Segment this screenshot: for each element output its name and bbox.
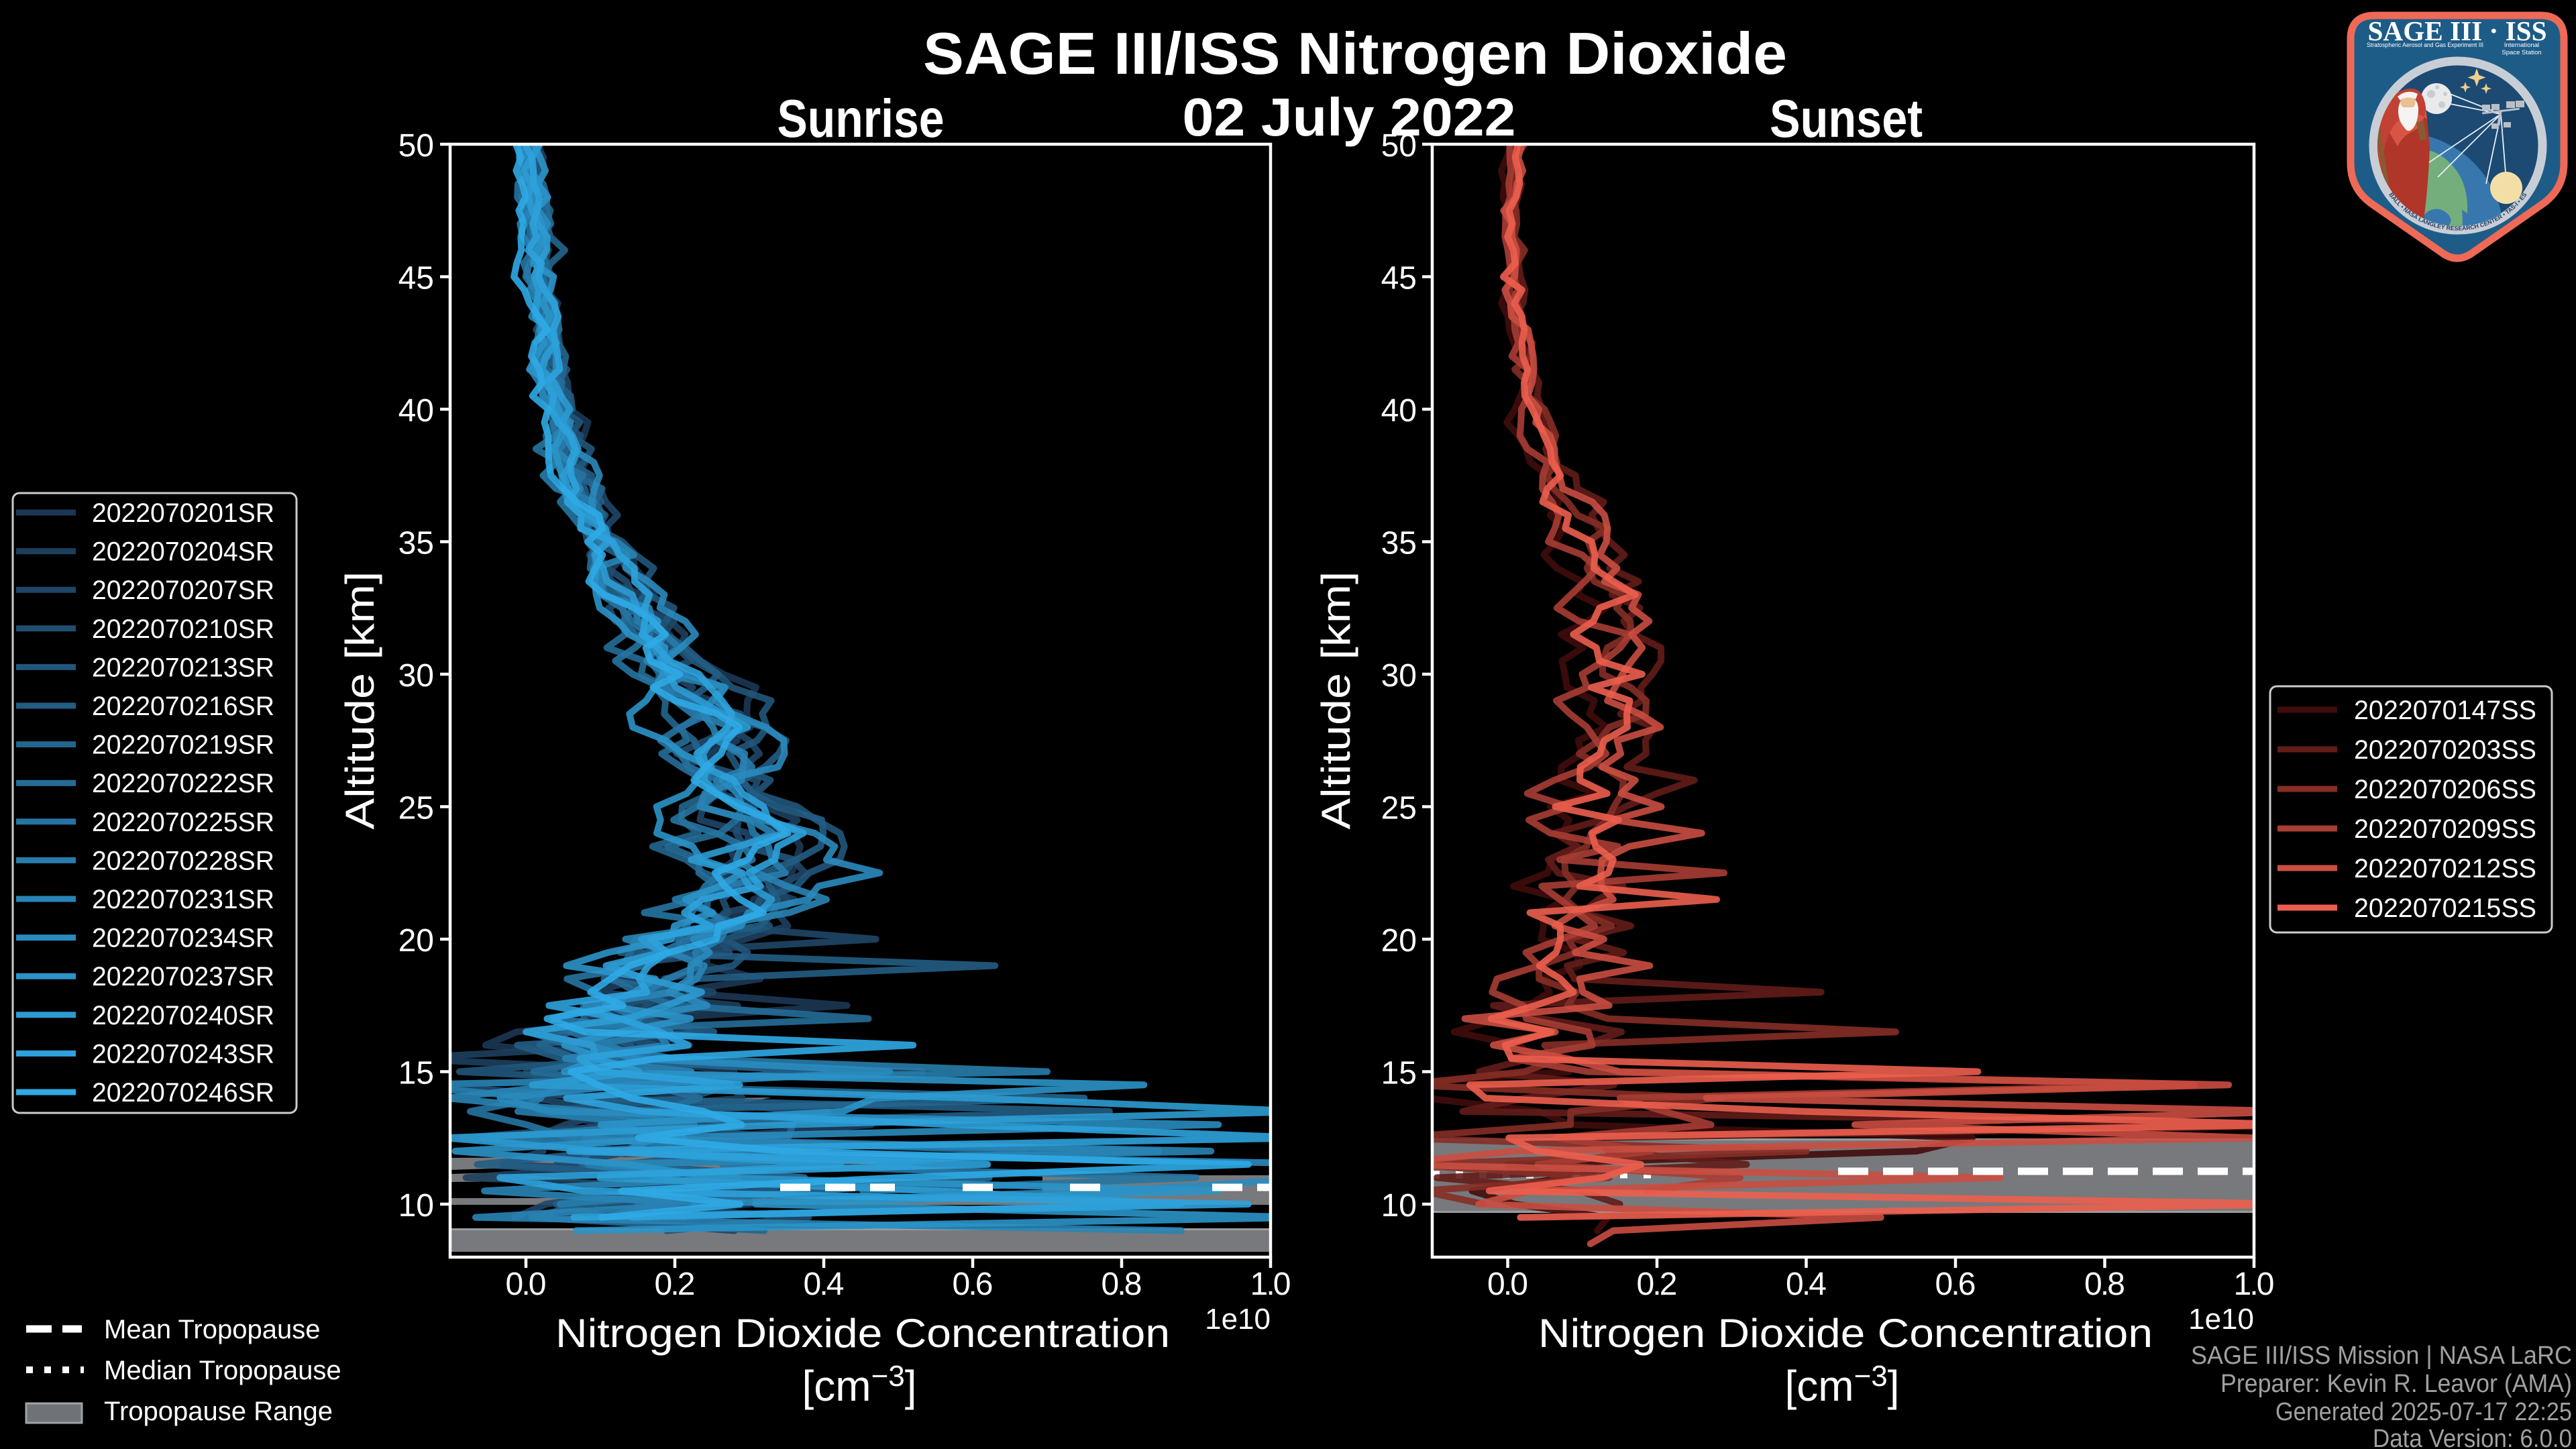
svg-text:15: 15 [398,1056,434,1091]
svg-text:50: 50 [1381,128,1417,164]
svg-text:0.6: 0.6 [1935,1267,1976,1302]
svg-text:2022070210SR: 2022070210SR [92,614,274,644]
svg-text:2022070147SS: 2022070147SS [2354,696,2536,725]
svg-text:2022070228SR: 2022070228SR [92,846,274,875]
svg-text:50: 50 [398,128,434,164]
svg-text:2022070209SS: 2022070209SS [2354,814,2536,844]
svg-text:15: 15 [1381,1056,1417,1091]
svg-text:40: 40 [1381,393,1417,429]
svg-text:25: 25 [398,791,434,826]
svg-text:0.4: 0.4 [804,1267,845,1302]
svg-text:Sunset: Sunset [1770,89,1923,148]
svg-text:Stratospheric Aerosol and Gas: Stratospheric Aerosol and Gas Experiment… [2367,42,2483,49]
svg-text:45: 45 [1381,261,1417,297]
svg-text:SAGE III · ISS: SAGE III · ISS [2368,15,2547,46]
svg-text:2022070216SR: 2022070216SR [92,692,274,721]
svg-text:0.2: 0.2 [655,1267,696,1302]
svg-text:Data Version: 6.0.0: Data Version: 6.0.0 [2373,1425,2572,1449]
svg-text:2022070222SR: 2022070222SR [92,769,274,798]
svg-text:35: 35 [398,526,434,561]
svg-text:10: 10 [1381,1188,1417,1224]
svg-text:1.0: 1.0 [1250,1267,1291,1302]
svg-text:25: 25 [1381,791,1417,826]
svg-text:[cm−3]: [cm−3] [1784,1360,1899,1410]
svg-text:2022070243SR: 2022070243SR [92,1039,274,1069]
svg-text:20: 20 [1381,923,1417,959]
svg-text:2022070231SR: 2022070231SR [92,885,274,914]
svg-text:0.6: 0.6 [953,1267,994,1302]
svg-text:35: 35 [1381,526,1417,561]
svg-text:Mean Tropopause: Mean Tropopause [104,1315,320,1344]
svg-text:2022070213SR: 2022070213SR [92,653,274,682]
svg-text:International: International [2504,42,2539,49]
svg-text:40: 40 [398,393,434,429]
svg-text:0.8: 0.8 [2084,1267,2125,1302]
svg-text:2022070237SR: 2022070237SR [92,962,274,991]
svg-text:30: 30 [1381,658,1417,694]
svg-text:2022070246SR: 2022070246SR [92,1078,274,1108]
svg-text:1e10: 1e10 [1205,1303,1271,1336]
svg-text:Median Tropopause: Median Tropopause [104,1356,341,1385]
svg-text:1.0: 1.0 [2234,1267,2275,1302]
svg-text:0.0: 0.0 [506,1267,547,1302]
svg-text:2022070207SR: 2022070207SR [92,576,274,605]
svg-text:Nitrogen Dioxide Concentration: Nitrogen Dioxide Concentration [1538,1311,2153,1356]
svg-text:10: 10 [398,1188,434,1224]
svg-text:Sunrise: Sunrise [777,89,945,148]
svg-text:2022070206SS: 2022070206SS [2354,775,2536,804]
svg-text:2022070203SS: 2022070203SS [2354,735,2536,765]
svg-text:2022070234SR: 2022070234SR [92,924,274,953]
svg-text:2022070240SR: 2022070240SR [92,1001,274,1030]
svg-text:0.8: 0.8 [1102,1267,1142,1302]
svg-text:Space Station: Space Station [2502,49,2541,56]
svg-text:2022070225SR: 2022070225SR [92,808,274,837]
svg-text:SAGE III/ISS Mission | NASA La: SAGE III/ISS Mission | NASA LaRC [2191,1342,2572,1370]
svg-text:0.4: 0.4 [1786,1267,1827,1302]
svg-text:Preparer: Kevin R. Leavor (AMA: Preparer: Kevin R. Leavor (AMA) [2220,1370,2572,1398]
svg-text:2022070212SS: 2022070212SS [2354,854,2536,883]
svg-text:45: 45 [398,261,434,297]
svg-text:Altitude [km]: Altitude [km] [1313,572,1358,830]
svg-text:2022070215SS: 2022070215SS [2354,894,2536,923]
svg-text:1e10: 1e10 [2188,1303,2254,1336]
svg-text:0.0: 0.0 [1487,1267,1528,1302]
svg-text:02 July 2022: 02 July 2022 [1183,87,1516,147]
svg-text:Altitude [km]: Altitude [km] [337,572,382,830]
svg-text:2022070204SR: 2022070204SR [92,537,274,567]
svg-text:Tropopause Range: Tropopause Range [104,1397,333,1426]
svg-text:Generated 2025-07-17 22:25: Generated 2025-07-17 22:25 [2275,1398,2572,1426]
svg-text:Nitrogen Dioxide Concentration: Nitrogen Dioxide Concentration [555,1311,1170,1356]
svg-text:0.2: 0.2 [1637,1267,1678,1302]
svg-text:20: 20 [398,923,434,959]
svg-text:2022070219SR: 2022070219SR [92,731,274,760]
svg-text:30: 30 [398,658,434,694]
svg-text:SAGE III/ISS Nitrogen Dioxide: SAGE III/ISS Nitrogen Dioxide [923,20,1787,87]
svg-text:2022070201SR: 2022070201SR [92,498,274,528]
